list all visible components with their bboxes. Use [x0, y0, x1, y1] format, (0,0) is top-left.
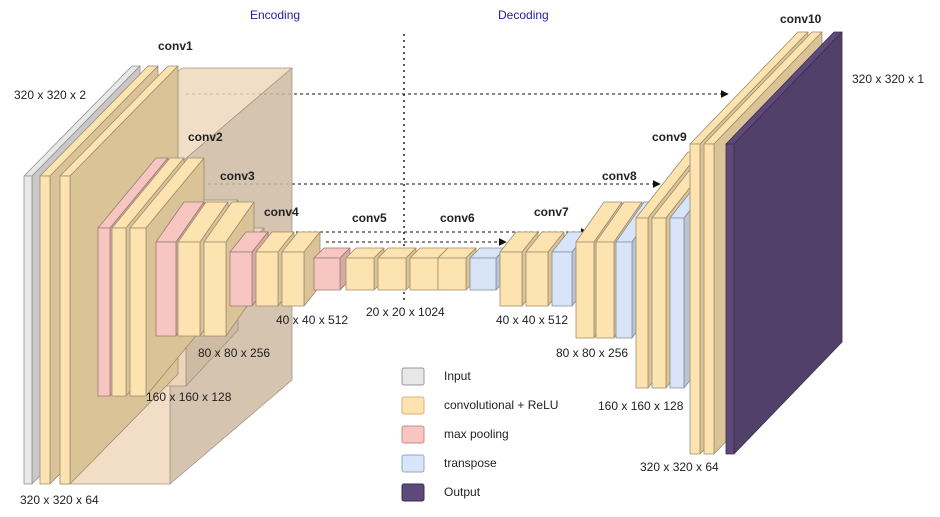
layer-label-conv8: conv8	[602, 169, 637, 183]
legend-item-transpose: transpose	[401, 454, 497, 473]
conv10-block-a-front	[689, 143, 701, 455]
dim-label-dec-320: 320 x 320 x 64	[640, 460, 719, 474]
legend-label-input: Input	[444, 369, 471, 383]
conv4-block-b-front	[281, 251, 305, 307]
conv7-block-b-front	[525, 251, 549, 307]
output-block	[725, 31, 843, 455]
conv1-block-a-front	[39, 175, 51, 485]
legend-swatch-transpose	[401, 454, 425, 473]
dim-label-enc-160: 160 x 160 x 128	[146, 390, 232, 404]
legend-item-max-pooling: max pooling	[401, 425, 509, 444]
conv3-block-b-front	[203, 241, 227, 337]
conv9-block-a-front	[635, 217, 649, 389]
conv5-block-b-front	[377, 257, 407, 291]
legend-swatch-conv-relu	[401, 396, 425, 415]
layer-label-conv3: conv3	[220, 169, 255, 183]
legend-swatch-input	[401, 367, 425, 386]
pool4-block	[313, 247, 351, 291]
dim-label-dec-80: 80 x 80 x 256	[556, 346, 628, 360]
pool4-block-front	[313, 257, 341, 291]
layer-label-conv7: conv7	[534, 205, 569, 219]
legend-label-max-pooling: max pooling	[444, 427, 509, 441]
layer-label-conv6: conv6	[440, 211, 475, 225]
dim-label-output: 320 x 320 x 1	[852, 72, 924, 86]
layer-label-conv1: conv1	[158, 39, 193, 53]
conv8-block-a-front	[575, 241, 595, 339]
pool1-block-front	[97, 227, 111, 397]
legend-label-transpose: transpose	[444, 456, 497, 470]
pool3-block-front	[229, 251, 253, 307]
conv6-block-b-front	[437, 257, 467, 291]
legend-label-output: Output	[444, 485, 481, 499]
dim-label-enc-320: 320 x 320 x 64	[20, 493, 99, 507]
conv6-block-a-front	[409, 257, 439, 291]
legend: Input convolutional + ReLU max pooling t…	[401, 367, 558, 502]
transpose2-block-front	[551, 251, 573, 307]
conv2-block-b-front	[129, 227, 147, 397]
conv5-block-a-front	[345, 257, 375, 291]
input-block-front	[23, 175, 33, 485]
conv5-block-a	[345, 247, 385, 291]
layer-label-conv2: conv2	[188, 130, 223, 144]
conv1-block-b-front	[59, 175, 71, 485]
transpose3-block-front	[615, 241, 633, 339]
dim-label-enc-80: 80 x 80 x 256	[198, 346, 270, 360]
legend-swatch-output	[401, 483, 425, 502]
conv8-block-b-front	[595, 241, 615, 339]
conv2-block-a-front	[111, 227, 127, 397]
legend-swatch-max-pooling	[401, 425, 425, 444]
layer-label-conv5: conv5	[352, 211, 387, 225]
conv4-block-a-front	[255, 251, 279, 307]
conv3-block-a-front	[177, 241, 201, 337]
conv9-block-b-front	[651, 217, 667, 389]
legend-item-input: Input	[401, 367, 471, 386]
dim-label-input: 320 x 320 x 2	[14, 88, 86, 102]
transpose4-block-front	[669, 217, 685, 389]
dim-label-bottleneck: 20 x 20 x 1024	[366, 305, 445, 319]
legend-label-conv-relu: convolutional + ReLU	[444, 398, 558, 412]
pool2-block-front	[155, 241, 177, 337]
conv6-block-b	[437, 247, 477, 291]
layer-label-conv9: conv9	[652, 130, 687, 144]
encoding-title: Encoding	[250, 8, 300, 22]
decoding-title: Decoding	[498, 8, 549, 22]
output-block-front	[725, 143, 735, 455]
legend-item-output: Output	[401, 483, 481, 502]
layer-blocks	[23, 31, 843, 485]
transpose1-block-front	[469, 257, 497, 291]
dim-label-enc-40: 40 x 40 x 512	[276, 313, 348, 327]
layer-label-conv4: conv4	[264, 205, 299, 219]
legend-item-conv-relu: convolutional + ReLU	[401, 396, 558, 415]
conv7-block-a-front	[499, 251, 523, 307]
conv10-block-b-front	[703, 143, 715, 455]
dim-label-dec-40: 40 x 40 x 512	[496, 313, 568, 327]
layer-label-conv10: conv10	[780, 12, 822, 26]
dim-label-dec-160: 160 x 160 x 128	[598, 399, 684, 413]
